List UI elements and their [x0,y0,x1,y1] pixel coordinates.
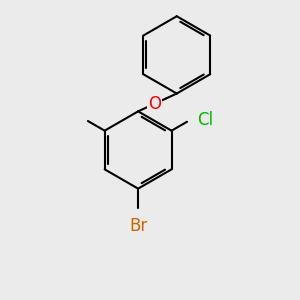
Text: O: O [148,95,161,113]
Text: Br: Br [129,217,147,235]
Text: Cl: Cl [197,111,214,129]
